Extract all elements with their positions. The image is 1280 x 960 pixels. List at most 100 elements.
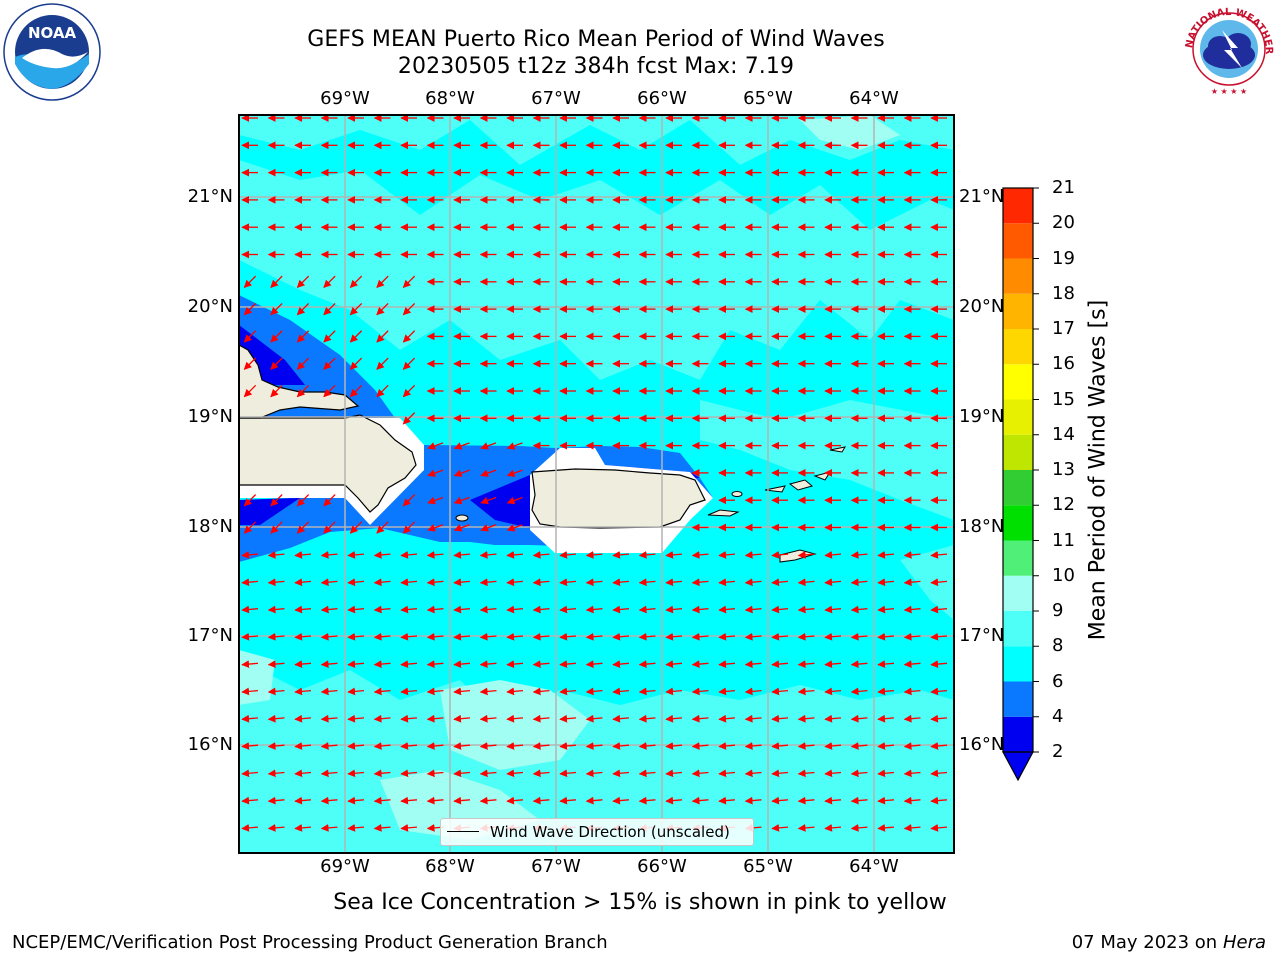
wave-direction-arrow — [453, 524, 470, 532]
wave-direction-arrow — [426, 742, 444, 750]
wave-direction-arrow — [479, 551, 497, 559]
wave-direction-arrow — [506, 796, 524, 805]
wave-direction-arrow — [744, 769, 762, 778]
wave-direction-arrow — [824, 687, 842, 696]
wave-direction-arrow — [294, 660, 312, 668]
lon-label-top: 65°W — [743, 88, 793, 109]
wave-direction-arrow — [824, 742, 842, 750]
wave-direction-arrow — [559, 605, 577, 614]
wave-direction-arrow — [559, 742, 577, 750]
wave-direction-arrow — [427, 442, 444, 450]
wave-direction-arrow — [691, 551, 709, 559]
wave-direction-arrow — [824, 660, 842, 668]
wave-direction-arrow — [270, 384, 283, 398]
wave-direction-arrow — [824, 714, 842, 723]
wave-direction-arrow — [453, 469, 470, 477]
wave-direction-arrow — [294, 742, 312, 750]
wave-direction-arrow — [771, 796, 789, 805]
colorbar-segment — [1003, 399, 1033, 435]
wave-direction-arrow — [559, 551, 577, 559]
colorbar-segment — [1003, 540, 1033, 576]
wave-direction-arrow — [241, 632, 259, 641]
wave-direction-arrow — [294, 796, 312, 805]
lat-label-right: 19°N — [959, 406, 1005, 427]
wave-direction-arrow — [376, 384, 389, 398]
svg-text:★ ★ ★ ★: ★ ★ ★ ★ — [1211, 87, 1247, 96]
wave-direction-arrow — [665, 632, 683, 641]
wave-direction-arrow — [267, 796, 285, 805]
wave-direction-arrow — [744, 660, 762, 668]
wave-direction-arrow — [402, 302, 416, 316]
legend-swatch — [447, 831, 479, 832]
colorbar-tick-label: 6 — [1052, 670, 1064, 692]
wave-direction-arrow — [373, 578, 391, 587]
wave-direction-arrow — [930, 687, 948, 696]
wave-direction-arrow — [373, 824, 391, 832]
wave-direction-arrow — [402, 384, 416, 398]
colorbar-segment — [1003, 364, 1033, 400]
wave-direction-arrow — [850, 796, 868, 805]
wave-direction-arrow — [771, 578, 789, 587]
wave-direction-arrow — [347, 660, 365, 668]
colorbar-segment — [1003, 258, 1033, 294]
wave-direction-arrow — [638, 796, 656, 805]
wave-direction-arrow — [349, 384, 363, 398]
wave-direction-arrow — [347, 632, 365, 641]
wave-direction-arrow — [930, 742, 948, 750]
colorbar-segment — [1003, 611, 1033, 647]
wave-direction-arrow — [638, 632, 656, 641]
colorbar-segment — [1003, 681, 1033, 717]
nws-logo: NATIONAL WEATHER SERVICE ★ ★ ★ ★ — [1180, 0, 1274, 96]
wave-direction-arrow — [718, 714, 736, 723]
lat-label-left: 19°N — [187, 406, 233, 427]
wave-direction-arrow — [402, 330, 416, 343]
wave-direction-arrow — [323, 521, 336, 534]
wave-direction-arrow — [797, 742, 815, 750]
wave-direction-arrow — [612, 578, 630, 587]
wave-direction-arrow — [585, 687, 603, 696]
wave-direction-arrow — [400, 687, 418, 696]
wave-direction-arrow — [744, 687, 762, 696]
wave-direction-arrow — [930, 578, 948, 587]
wave-direction-arrow — [373, 605, 391, 614]
wave-direction-arrow — [241, 687, 259, 696]
colorbar-tick-label: 17 — [1052, 318, 1075, 339]
wave-direction-arrow — [903, 742, 921, 750]
noaa-logo: NOAA — [3, 3, 101, 101]
wave-direction-arrow — [400, 824, 418, 832]
wave-direction-arrow — [426, 687, 444, 696]
lat-label-left: 16°N — [187, 734, 233, 755]
wave-direction-arrow — [797, 578, 815, 587]
wave-direction-arrow — [506, 496, 523, 505]
wave-direction-arrow — [532, 742, 550, 750]
footer-date-text: 07 May 2023 on — [1071, 932, 1218, 953]
wave-direction-arrow — [347, 687, 365, 696]
lat-label-left: 21°N — [187, 186, 233, 207]
lat-label-left: 17°N — [187, 625, 233, 646]
wave-direction-arrow — [930, 769, 948, 778]
wave-direction-arrow — [243, 384, 257, 398]
wave-direction-arrow — [744, 632, 762, 641]
wave-direction-arrow — [797, 660, 815, 668]
wave-direction-arrow — [294, 824, 312, 832]
wave-direction-arrow — [824, 578, 842, 587]
wave-direction-arrow — [376, 521, 389, 534]
sea-ice-note: Sea Ice Concentration > 15% is shown in … — [333, 890, 947, 915]
lon-label-bottom: 65°W — [743, 856, 793, 877]
wave-direction-arrow — [267, 632, 285, 641]
wave-direction-arrow — [296, 494, 310, 507]
wave-direction-arrow — [294, 687, 312, 696]
wave-direction-arrow — [320, 660, 338, 668]
wave-direction-arrow — [691, 578, 709, 587]
wave-direction-arrow — [426, 551, 444, 559]
wave-direction-arrow — [585, 796, 603, 805]
wave-direction-arrow — [665, 742, 683, 750]
lat-label-right: 16°N — [959, 734, 1005, 755]
wave-direction-arrow — [771, 551, 789, 559]
wave-direction-arrow — [877, 769, 895, 778]
wave-direction-arrow — [347, 742, 365, 750]
colorbar-tick-label: 4 — [1052, 705, 1064, 727]
wave-direction-arrow — [373, 714, 391, 723]
wave-direction-arrow — [320, 824, 338, 832]
wave-direction-arrow — [532, 769, 550, 778]
